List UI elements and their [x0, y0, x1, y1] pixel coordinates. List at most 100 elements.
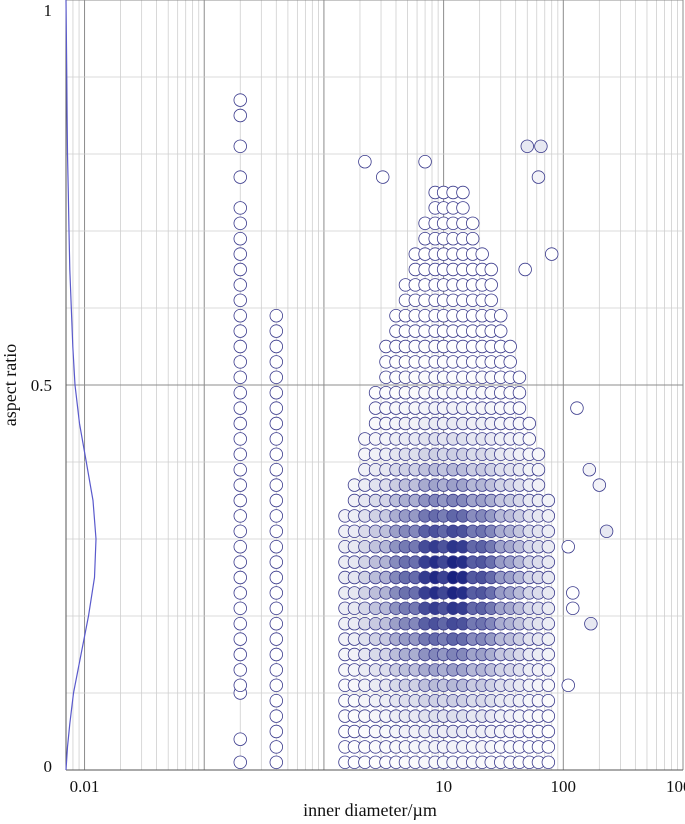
data-point [541, 524, 556, 539]
data-point [269, 540, 283, 554]
data-point [512, 370, 527, 385]
data-point [269, 339, 283, 354]
data-point [233, 231, 247, 246]
outlier-point [561, 540, 575, 554]
data-point [233, 339, 247, 354]
data-point [233, 293, 247, 308]
data-point [233, 447, 247, 462]
outlier-point [531, 170, 546, 184]
data-point [541, 740, 556, 754]
data-point [269, 570, 283, 585]
data-point [269, 447, 283, 462]
x-tick-label: 10 [435, 777, 452, 796]
outlier-point [545, 247, 559, 261]
data-point [269, 370, 283, 385]
data-point [233, 170, 247, 184]
data-point [456, 185, 470, 200]
data-point [466, 231, 480, 246]
data-point [484, 278, 498, 292]
outlier-point [592, 478, 607, 492]
data-point [233, 216, 247, 231]
data-point [233, 247, 247, 261]
data-point [541, 601, 556, 616]
data-point [233, 732, 247, 746]
data-point [541, 617, 556, 631]
data-point [233, 278, 247, 292]
data-point [269, 724, 283, 739]
data-point [233, 463, 247, 477]
data-point [233, 632, 247, 646]
x-tick-label: 0.01 [70, 777, 100, 796]
data-point [503, 339, 517, 354]
data-point [269, 663, 283, 677]
data-point [269, 740, 283, 754]
data-point [233, 586, 247, 600]
data-point [233, 201, 247, 215]
data-point [269, 432, 283, 446]
data-point [269, 355, 283, 369]
data-point [233, 108, 247, 123]
outlier-point [566, 586, 580, 600]
data-point [233, 309, 247, 323]
data-point [269, 755, 283, 770]
data-point [541, 540, 556, 554]
data-point [233, 262, 247, 277]
data-point [541, 647, 556, 662]
y-tick-label: 0.5 [31, 376, 52, 395]
data-point [522, 416, 537, 431]
outlier-point [518, 262, 532, 277]
data-point [233, 355, 247, 369]
data-point [466, 216, 480, 231]
data-point [541, 632, 556, 646]
data-point [484, 293, 498, 308]
data-point [269, 709, 283, 723]
data-point [269, 416, 283, 431]
outlier-point [570, 401, 584, 415]
data-point [233, 509, 247, 523]
data-point [233, 139, 247, 154]
data-point [269, 617, 283, 631]
data-point [494, 324, 508, 338]
data-point [233, 432, 247, 446]
data-point [233, 540, 247, 554]
data-point [233, 386, 247, 400]
data-point [233, 555, 247, 569]
y-tick-label: 1 [44, 1, 53, 20]
data-point [541, 555, 556, 569]
outlier-point [599, 524, 614, 539]
data-point [541, 509, 556, 523]
points-layer [233, 93, 614, 770]
y-tick-label: 0 [44, 757, 53, 776]
data-point [269, 694, 283, 708]
data-point [541, 709, 556, 723]
outlier-point [376, 170, 390, 184]
outlier-point [520, 139, 534, 154]
data-point [484, 262, 498, 277]
data-point [456, 201, 470, 215]
data-point [541, 755, 556, 770]
outlier-point [566, 601, 580, 616]
data-point [269, 401, 283, 415]
data-point [233, 370, 247, 385]
data-point [233, 755, 247, 770]
data-point [269, 478, 283, 492]
data-point [269, 309, 283, 323]
data-point [269, 678, 283, 693]
data-point [269, 601, 283, 616]
data-point [512, 386, 527, 400]
data-point [233, 570, 247, 585]
data-point [541, 663, 556, 677]
data-point [531, 478, 546, 492]
x-axis-label: inner diameter/µm [303, 800, 437, 820]
outlier-point [418, 154, 432, 169]
outlier-point [561, 678, 575, 693]
outlier-point [582, 463, 597, 477]
data-point [269, 463, 283, 477]
data-point [233, 647, 247, 662]
data-point [269, 586, 283, 600]
data-point [233, 416, 247, 431]
data-point [269, 524, 283, 539]
data-point [233, 617, 247, 631]
